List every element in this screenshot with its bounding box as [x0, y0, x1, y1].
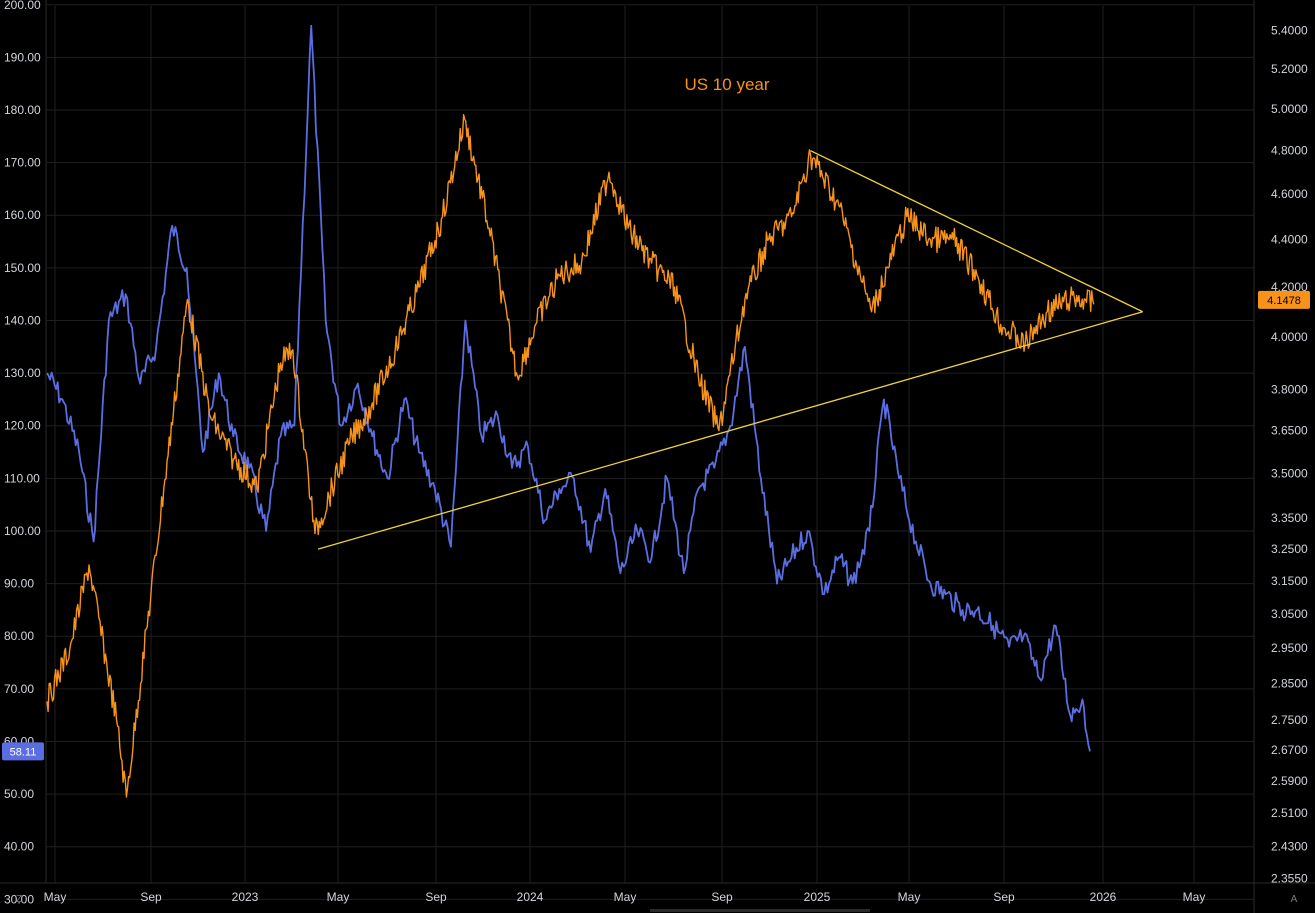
left-tick-label: 130.00 [4, 366, 41, 380]
right-tick-label: 2.8500 [1271, 676, 1308, 690]
left-last-value-badge [2, 742, 44, 761]
left-tick-label: 50.00 [4, 787, 34, 801]
right-tick-label: 2.4300 [1271, 839, 1308, 853]
x-tick-label: 2026 [1090, 890, 1117, 904]
trendline[interactable] [317, 311, 1143, 550]
left-tick-label: 200.00 [4, 0, 41, 12]
left-tick-label: 40.00 [4, 840, 34, 854]
x-axis: May Sep 2023 May Sep 2024 May Sep 2025 May Sep 2026… [0, 882, 1315, 912]
x-tick-label: 2023 [232, 890, 259, 904]
x-tick-label: Sep [993, 890, 1015, 904]
right-tick-label: 3.1500 [1271, 574, 1308, 588]
left-tick-label: 90.00 [4, 577, 34, 591]
right-tick-label: 3.3500 [1271, 511, 1308, 525]
right-last-value-text: 4.1478 [1267, 295, 1301, 307]
right-tick-label: 5.4000 [1271, 23, 1308, 37]
right-tick-label: 4.8000 [1271, 144, 1308, 158]
trendlines [317, 150, 1143, 550]
right-tick-label: 5.0000 [1271, 102, 1308, 116]
x-scroll-handle[interactable] [650, 909, 870, 912]
right-tick-label: 3.0500 [1271, 607, 1308, 621]
chart-annotation: US 10 year [684, 75, 769, 94]
us10y-series-line [46, 114, 1095, 798]
left-tick-label: 120.00 [4, 419, 41, 433]
right-tick-label: 4.0000 [1271, 330, 1308, 344]
x-tick-label: May [327, 890, 350, 904]
right-tick-label: 3.2500 [1271, 542, 1308, 556]
left-tick-label: 150.00 [4, 261, 41, 275]
right-tick-label: 2.3550 [1271, 871, 1308, 885]
last-value-badges: 58.11 4.1478 [2, 290, 1310, 761]
left-tick-label: 140.00 [4, 313, 41, 327]
x-tick-label: May [898, 890, 921, 904]
trendline[interactable] [810, 150, 1143, 313]
left-tick-label: 160.00 [4, 208, 41, 222]
left-tick-label: 70.00 [4, 682, 34, 696]
right-tick-label: 2.5100 [1271, 806, 1308, 820]
x-tick-label: Sep [140, 890, 162, 904]
x-tick-label: Sep [711, 890, 733, 904]
x-tick-label: May [44, 890, 67, 904]
grid [46, 4, 1254, 900]
series-layer [46, 24, 1095, 798]
x-tick-label: 2024 [517, 890, 544, 904]
x-tick-label: May [1183, 890, 1206, 904]
left-tick-label: 100.00 [4, 524, 41, 538]
right-tick-label: 2.6700 [1271, 743, 1308, 757]
blue-series-line [46, 24, 1091, 752]
left-axis: 200.00 190.00 180.00 170.00 160.00 150.00 140.… [4, 0, 47, 906]
right-tick-label: 2.7500 [1271, 713, 1308, 727]
right-tick-label: 3.8000 [1271, 382, 1308, 396]
corner-label-left[interactable]: Z [16, 894, 22, 905]
right-tick-label: 4.2000 [1271, 280, 1308, 294]
right-tick-label: 2.5900 [1271, 774, 1308, 788]
x-tick-label: 2025 [804, 890, 831, 904]
left-tick-label: 190.00 [4, 50, 41, 64]
left-tick-label: 170.00 [4, 156, 41, 170]
left-tick-label: 110.00 [4, 471, 40, 485]
right-tick-label: 2.9500 [1271, 641, 1308, 655]
left-tick-label: 30.00 [4, 892, 34, 906]
left-tick-label: 80.00 [4, 629, 34, 643]
right-axis: 5.4000 5.2000 5.0000 4.8000 4.6000 4.4000 4.20… [1253, 0, 1308, 913]
x-tick-label: May [614, 890, 637, 904]
left-last-value-text: 58.11 [10, 746, 37, 758]
right-tick-label: 4.6000 [1271, 187, 1308, 201]
left-tick-label: 180.00 [4, 103, 41, 117]
right-tick-label: 5.2000 [1271, 62, 1308, 76]
right-tick-label: 4.4000 [1271, 233, 1308, 247]
right-tick-label: 3.6500 [1271, 424, 1308, 438]
right-last-value-badge [1258, 290, 1310, 309]
x-tick-label: Sep [425, 890, 447, 904]
right-tick-label: 3.5000 [1271, 466, 1308, 480]
corner-label-right[interactable]: A [1291, 894, 1298, 905]
